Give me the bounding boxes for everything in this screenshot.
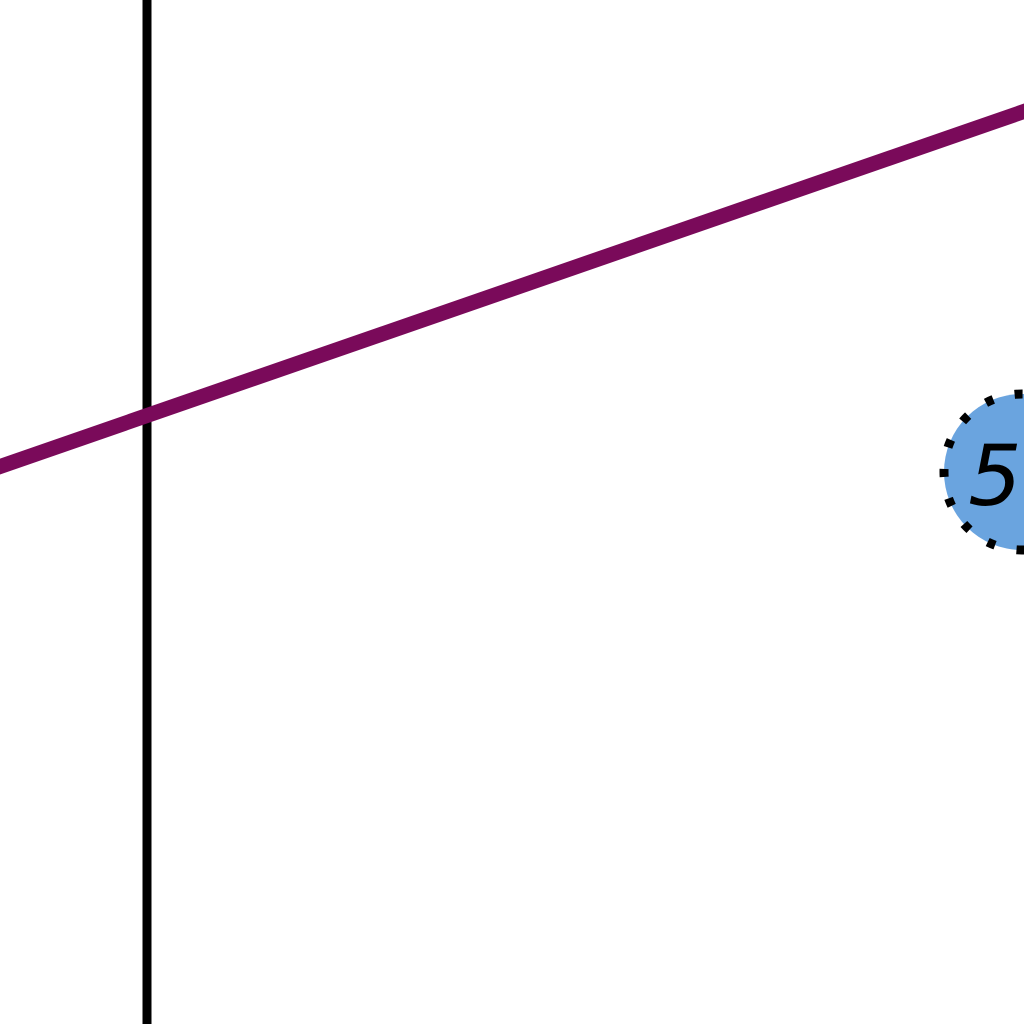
- diagonal-line: [0, 103, 1024, 475]
- node-circle: [939, 389, 1024, 555]
- node-label: 5: [968, 427, 1021, 525]
- node-5[interactable]: 5: [939, 389, 1024, 555]
